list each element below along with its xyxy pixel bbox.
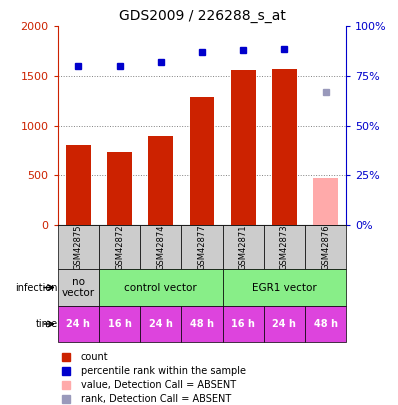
Bar (107, 152, 132, 225)
Text: infection: infection (15, 283, 58, 292)
Bar (58, 306, 99, 342)
Text: 16 h: 16 h (231, 319, 255, 329)
Text: 48 h: 48 h (314, 319, 338, 329)
Bar (272, 69, 297, 225)
Title: GDS2009 / 226288_s_at: GDS2009 / 226288_s_at (119, 9, 285, 23)
Text: value, Detection Call = ABSENT: value, Detection Call = ABSENT (81, 380, 236, 390)
Bar (99, 269, 222, 306)
Bar (58, 269, 99, 306)
Bar (58, 225, 99, 269)
Bar (222, 306, 264, 342)
Bar (231, 70, 256, 225)
Bar (181, 225, 222, 269)
Text: GSM42876: GSM42876 (321, 224, 330, 270)
Bar (222, 269, 346, 306)
Bar (264, 225, 305, 269)
Bar (305, 306, 346, 342)
Text: 24 h: 24 h (66, 319, 90, 329)
Text: count: count (81, 352, 108, 362)
Bar (305, 225, 346, 269)
Bar (66, 145, 91, 225)
Text: control vector: control vector (125, 283, 197, 292)
Text: EGR1 vector: EGR1 vector (252, 283, 317, 292)
Text: 16 h: 16 h (107, 319, 131, 329)
Bar (140, 306, 181, 342)
Text: 24 h: 24 h (273, 319, 297, 329)
Bar (222, 225, 264, 269)
Bar (99, 225, 140, 269)
Bar (148, 136, 173, 225)
Text: GSM42872: GSM42872 (115, 224, 124, 270)
Text: GSM42871: GSM42871 (239, 224, 248, 270)
Bar (140, 225, 181, 269)
Bar (181, 306, 222, 342)
Text: GSM42873: GSM42873 (280, 224, 289, 270)
Text: GSM42874: GSM42874 (156, 224, 165, 270)
Bar (313, 178, 338, 225)
Text: GSM42877: GSM42877 (197, 224, 207, 270)
Text: time: time (35, 319, 58, 329)
Bar (264, 306, 305, 342)
Bar (189, 97, 215, 225)
Text: rank, Detection Call = ABSENT: rank, Detection Call = ABSENT (81, 394, 231, 404)
Text: GSM42875: GSM42875 (74, 224, 83, 270)
Text: percentile rank within the sample: percentile rank within the sample (81, 366, 246, 376)
Text: 24 h: 24 h (149, 319, 173, 329)
Bar (99, 306, 140, 342)
Text: no
vector: no vector (62, 277, 95, 298)
Text: 48 h: 48 h (190, 319, 214, 329)
